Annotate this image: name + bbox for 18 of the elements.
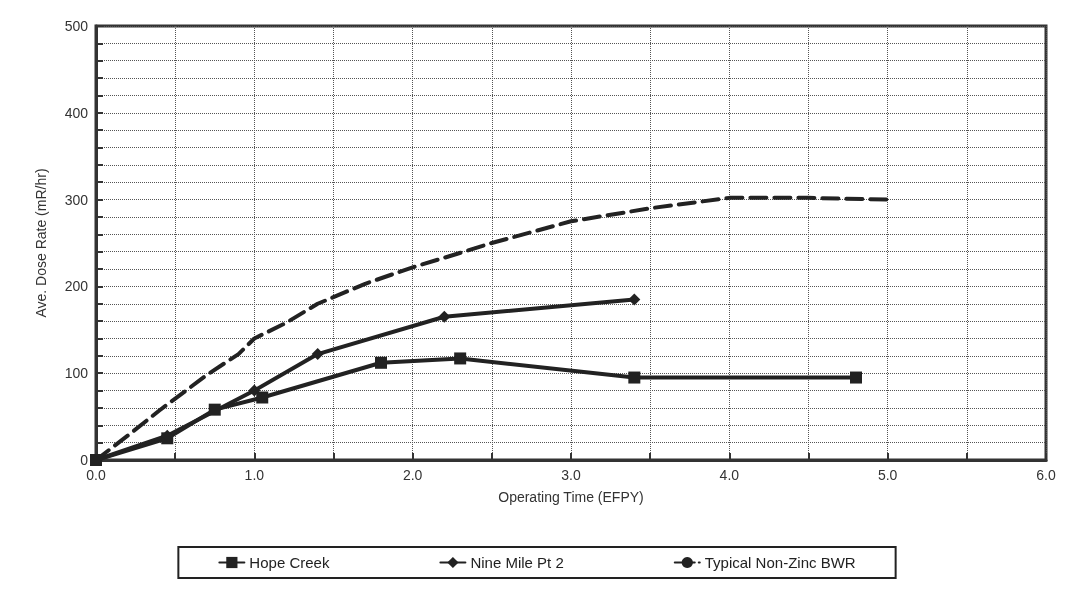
x-tick-label: 6.0 xyxy=(1036,467,1056,483)
x-tick-label: 3.0 xyxy=(561,467,581,483)
x-axis-title: Operating Time (EFPY) xyxy=(498,489,644,505)
y-tick-label: 300 xyxy=(64,191,89,208)
y-tick-label: 500 xyxy=(64,18,89,34)
legend-label: Typical Non-Zinc BWR xyxy=(704,554,856,571)
y-tick-label: 200 xyxy=(64,278,89,295)
x-tick-label: 2.0 xyxy=(402,467,423,483)
y-tick-label: 400 xyxy=(64,104,89,121)
legend-label: Hope Creek xyxy=(249,554,330,571)
x-tick-label: 1.0 xyxy=(244,467,265,483)
y-axis-title: Ave. Dose Rate (mR/hr) xyxy=(33,168,49,318)
legend-label: Nine Mile Pt 2 xyxy=(470,554,564,571)
x-tick-label: 5.0 xyxy=(877,467,898,483)
y-tick-label: 100 xyxy=(64,365,89,382)
y-tick-label: 0 xyxy=(80,452,89,468)
x-tick-label: 0.0 xyxy=(86,467,106,483)
x-tick-label: 4.0 xyxy=(719,467,740,483)
